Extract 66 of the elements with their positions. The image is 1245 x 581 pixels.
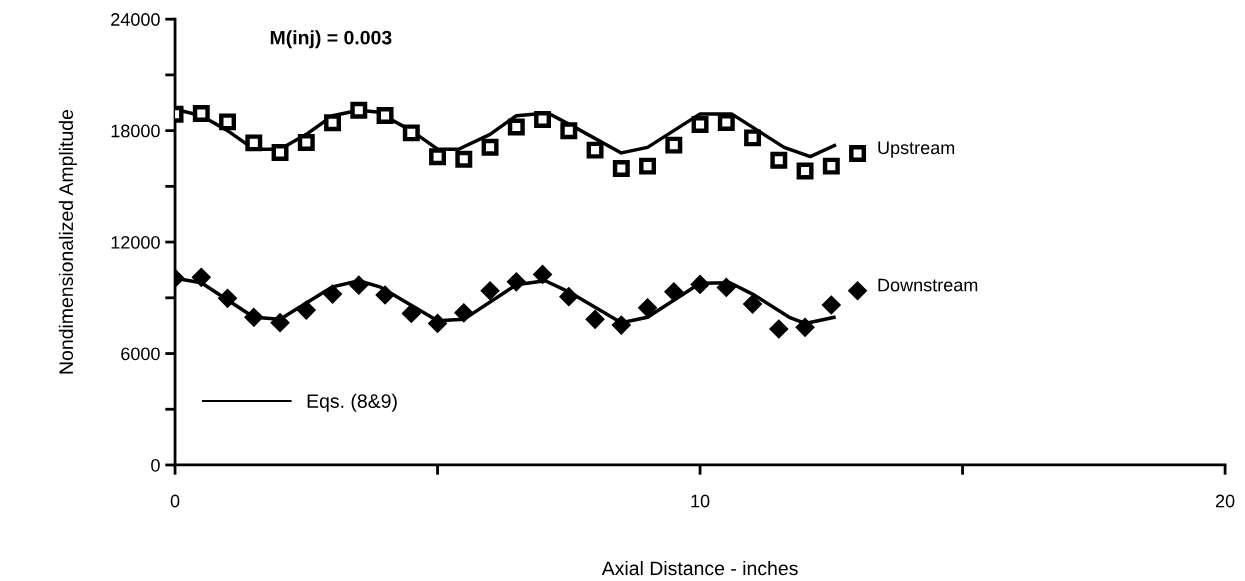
point — [691, 116, 709, 133]
y-tick-label: 12000 — [111, 236, 160, 249]
point — [218, 288, 238, 308]
point — [611, 315, 631, 335]
point — [297, 134, 315, 151]
point — [244, 307, 264, 327]
point — [271, 144, 289, 162]
point — [743, 294, 763, 314]
point — [375, 285, 395, 305]
y-tick-label: 0 — [151, 458, 160, 472]
point — [350, 101, 368, 119]
point — [638, 298, 658, 318]
series-label: Upstream — [878, 141, 955, 158]
point — [744, 129, 762, 147]
point — [323, 284, 343, 304]
point — [270, 313, 290, 333]
point — [822, 157, 840, 175]
point — [455, 150, 473, 168]
point — [559, 287, 579, 307]
point — [665, 136, 683, 154]
point — [402, 124, 420, 142]
point — [769, 319, 789, 339]
y-axis-title: Nondimensionalized Amplitude — [58, 109, 77, 374]
point — [560, 122, 578, 140]
point — [219, 113, 237, 131]
x-tick-label: 0 — [170, 494, 180, 508]
point — [848, 281, 868, 301]
legend-label: Eqs. (8&9) — [307, 393, 397, 412]
point — [349, 275, 369, 295]
point — [191, 267, 211, 287]
series-label: Downstream — [878, 278, 978, 292]
point — [245, 134, 263, 152]
point — [324, 114, 342, 132]
point — [481, 138, 499, 156]
point — [533, 264, 553, 284]
point — [586, 141, 604, 159]
point — [296, 300, 316, 320]
point — [821, 295, 841, 315]
point — [795, 317, 815, 337]
x-tick-label: 20 — [1215, 494, 1235, 508]
point — [717, 113, 735, 131]
point — [480, 281, 500, 301]
point — [506, 272, 526, 292]
point — [401, 303, 421, 323]
x-tick-label: 10 — [691, 494, 710, 508]
point — [454, 303, 474, 323]
point — [716, 277, 736, 297]
point — [507, 118, 525, 136]
point — [796, 162, 814, 180]
point — [192, 105, 210, 122]
annotation: M(inj) = 0.003 — [270, 30, 392, 49]
y-tick-label: 6000 — [121, 347, 160, 361]
point — [428, 313, 448, 333]
point — [376, 107, 394, 125]
x-axis-title: Axial Distance - inches — [601, 560, 798, 576]
y-tick-label: 18000 — [111, 124, 160, 138]
point — [612, 160, 630, 177]
point — [849, 145, 867, 162]
y-tick-label: 24000 — [111, 13, 160, 26]
point — [770, 151, 788, 169]
point — [690, 274, 710, 294]
point — [429, 148, 447, 166]
point — [585, 309, 605, 329]
point — [639, 157, 657, 175]
point — [534, 111, 552, 128]
point — [664, 282, 684, 302]
